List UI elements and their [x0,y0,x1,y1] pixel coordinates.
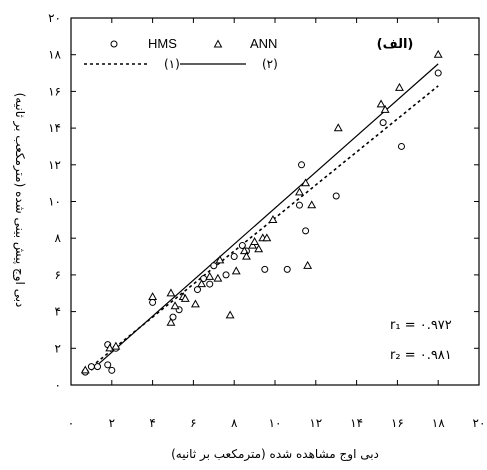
r2-annotation: r₂ = ۰.۹۸۱ [390,348,452,363]
ann-point [170,301,180,310]
ann-point [376,99,386,108]
ann-point [333,123,343,132]
ann-point [250,237,260,245]
data-points [80,49,443,376]
x-tick-label: ۲ [109,416,115,430]
ann-point [215,255,225,264]
hms-point [295,201,303,209]
legend-line2-label: (۲) [262,57,278,71]
x-tick-label: ۸ [231,416,238,430]
hms-point [169,313,177,321]
legend-hms-label: HMS [148,36,177,51]
y-tick-label: ۲۰ [48,11,61,25]
ann-point [231,266,241,275]
legend-ann-label: ANN [250,36,277,51]
legend-line1-label: (۱) [164,57,180,71]
y-tick-label: ۱۸ [48,48,61,62]
ann-point [254,244,264,253]
ann-point [190,299,200,308]
y-tick-label: ۲ [55,341,61,355]
ann-point [262,233,272,242]
ann-point [80,365,90,374]
ann-point [197,279,207,288]
x-tick-label: ۱۸ [432,416,445,430]
hms-point [222,271,230,279]
hms-point [108,366,116,374]
ann-point [205,271,215,280]
x-tick-label: ۱۶ [391,416,404,430]
hms-point [298,161,306,169]
ann-point [225,310,235,319]
x-axis-ticks: ۰ ۲ ۴ ۶ ۸ ۱۰ ۱۲ ۱۴ ۱۶ ۱۸ ۲۰ [68,18,486,430]
hms-point [397,142,405,150]
fit-line-2 [91,63,439,371]
fit-lines [90,63,439,371]
ann-point [301,178,311,187]
ann-point [213,273,223,282]
x-tick-label: ۶ [190,416,196,430]
y-tick-label: ۸ [55,231,62,245]
ann-point [303,260,313,269]
hms-point [210,262,218,270]
hms-point [379,119,387,127]
y-axis-title: دبی اوج پیش بینی شده (مترمکعب بر ثانیه) [12,93,27,308]
ann-point [295,187,304,196]
hms-point [206,280,214,288]
y-axis-ticks: ۰ ۲ ۴ ۶ ۸ ۱۰ ۱۲ ۱۴ ۱۶ ۱۸ ۲۰ [48,11,479,392]
hms-point [332,192,340,200]
y-tick-label: ۱۶ [48,84,61,98]
legend-hms-marker [110,40,118,48]
ann-point [180,293,190,302]
y-tick-label: ۰ [55,378,61,392]
hms-point [193,286,201,294]
x-tick-label: ۱۰ [269,416,282,430]
ann-point [307,200,317,209]
panel-label: (الف) [377,37,414,52]
hms-point [302,227,310,235]
x-tick-label: ۰ [68,416,74,430]
x-tick-label: ۱۲ [309,416,322,430]
ann-point [433,49,443,58]
legend-ann-marker [213,39,223,48]
hms-point [238,242,246,250]
hms-point [230,253,238,261]
x-tick-label: ۱۴ [350,416,363,430]
hms-point [87,363,95,371]
ann-point [394,82,404,91]
ann-point [166,317,176,326]
ann-point [268,215,278,223]
hms-point [94,363,102,371]
y-tick-label: ۱۲ [48,158,61,172]
ann-point [241,251,251,260]
y-tick-label: ۱۰ [48,195,61,209]
ann-point [166,288,176,297]
hms-point [283,265,291,273]
x-axis-title: دبی اوج مشاهده شده (مترمکعب بر ثانیه) [171,447,379,462]
y-tick-label: ۴ [55,305,61,319]
hms-point [261,265,269,273]
x-tick-label: ۴ [149,416,155,430]
hms-point [104,361,112,369]
hms-point [149,298,157,306]
y-tick-label: ۱۴ [48,121,61,135]
legend: HMS ANN (۱) (۲) [84,36,278,71]
y-tick-label: ۶ [55,268,61,282]
x-tick-label: ۲۰ [473,416,486,430]
ann-point [111,341,121,350]
ann-point [239,246,249,255]
ann-point [148,292,158,301]
r1-annotation: r₁ = ۰.۹۷۲ [390,318,452,333]
ann-point [105,343,115,352]
hms-point [434,69,442,77]
ann-point [380,104,390,113]
